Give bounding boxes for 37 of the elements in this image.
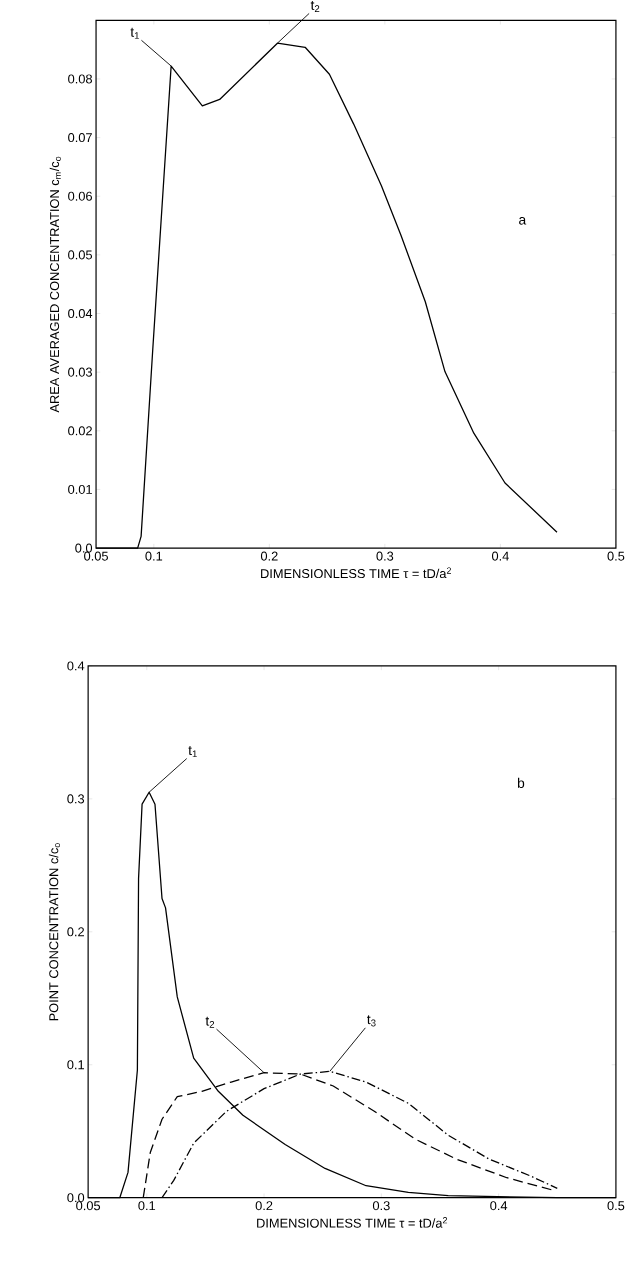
annotation: t$_{2}$: [310, 0, 320, 13]
y-tick-label: 0.08: [68, 74, 93, 84]
x-axis-title: DIMENSIONLESS TIME τ = tD/a$^{2}$: [261, 567, 452, 579]
x-tick-label: 0.5: [607, 551, 625, 561]
x-axis-title: DIMENSIONLESS TIME τ = tD/a$^{2}$: [257, 1217, 448, 1228]
annotation: t$_{3}$: [367, 1015, 376, 1027]
x-tick-label: 0.3: [373, 1201, 390, 1211]
y-tick-label: 0.07: [68, 133, 93, 143]
x-tick-label: 0.5: [607, 1201, 625, 1211]
x-tick-label: 0.4: [492, 551, 510, 561]
annotation: t$_{1}$: [188, 746, 198, 758]
x-tick-label: 0.05: [84, 551, 109, 561]
annotation: t$_{2}$: [205, 1016, 215, 1028]
y-tick-label: 0.3: [67, 794, 85, 804]
y-tick-label: 0.0: [67, 1193, 85, 1203]
x-tick-label: 0.2: [261, 551, 278, 561]
y-tick-label: 0.0: [75, 543, 93, 553]
annotation: b: [518, 777, 525, 788]
y-tick-label: 0.04: [68, 308, 93, 319]
x-tick-label: 0.4: [490, 1201, 508, 1211]
y-axis-title: AREA AVERAGED CONCENTRATION c$_{m}$/c$_{o}$: [49, 156, 61, 413]
x-tick-label: 0.2: [255, 1201, 273, 1211]
annotation: t$_{1}$: [130, 27, 140, 39]
y-tick-label: 0.4: [67, 661, 85, 671]
x-tick-label: 0.05: [76, 1201, 101, 1211]
y-tick-label: 0.05: [68, 250, 93, 260]
y-axis-title: POINT CONCENTRATION c/c$_{o}$: [49, 843, 61, 1021]
x-tick-label: 0.1: [138, 1201, 156, 1211]
y-tick-label: 0.03: [68, 367, 93, 377]
x-tick-label: 0.3: [376, 551, 394, 561]
y-tick-label: 0.2: [67, 927, 85, 937]
x-tick-label: 0.1: [145, 551, 163, 561]
y-tick-label: 0.02: [68, 426, 93, 436]
y-tick-label: 0.06: [68, 191, 93, 201]
y-tick-label: 0.01: [68, 484, 93, 494]
annotation: a: [519, 217, 527, 225]
y-tick-label: 0.1: [67, 1060, 85, 1070]
